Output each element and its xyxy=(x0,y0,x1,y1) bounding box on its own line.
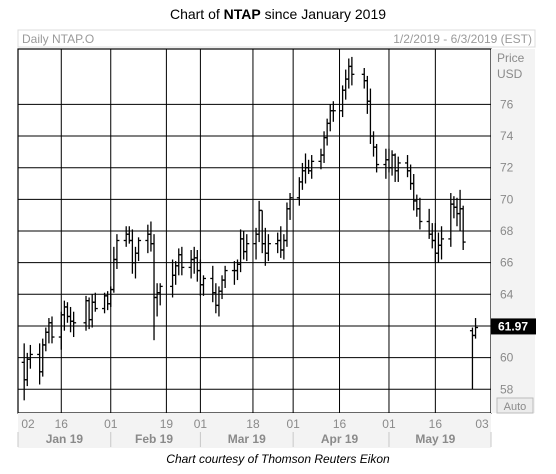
x-tick-label: 03 xyxy=(475,417,489,431)
last-price-badge: 61.97 xyxy=(491,318,536,335)
price-axis-unit: USD xyxy=(497,67,523,81)
price-bar xyxy=(179,246,185,276)
y-tick-label: 58 xyxy=(500,382,514,396)
price-bar xyxy=(374,143,380,173)
y-tick-label: 72 xyxy=(500,161,514,175)
right-axis-panel xyxy=(491,49,535,413)
y-tick-label: 74 xyxy=(500,129,514,143)
month-labels: Jan 19 Feb 19 Mar 19 Apr 19 May 19 xyxy=(17,432,492,447)
month-label: Mar 19 xyxy=(228,432,266,446)
panel-label: Daily NTAP.O xyxy=(22,32,94,46)
x-tick-label: 01 xyxy=(104,417,118,431)
x-tick-label: 16 xyxy=(333,417,347,431)
x-axis-panel xyxy=(18,413,491,448)
price-bar xyxy=(222,265,228,288)
x-axis-ticks: 02 16 01 19 01 18 01 16 01 16 03 xyxy=(21,417,489,431)
y-tick-label: 66 xyxy=(500,256,514,270)
y-tick-label: 68 xyxy=(500,224,514,238)
x-tick-label: 18 xyxy=(246,417,260,431)
last-price-badge-bg xyxy=(491,318,536,335)
price-bar xyxy=(395,156,401,182)
date-range-label: 1/2/2019 - 6/3/2019 (EST) xyxy=(393,32,532,46)
price-bar xyxy=(27,344,33,369)
price-bar xyxy=(92,292,98,312)
x-tick-label: 01 xyxy=(194,417,208,431)
last-price-value: 61.97 xyxy=(498,319,528,333)
chart-footer: Chart courtesy of Thomson Reuters Eikon xyxy=(166,452,390,466)
price-bar xyxy=(309,155,315,179)
price-axis-title: Price xyxy=(497,51,525,65)
top-bar xyxy=(17,29,536,48)
price-bar xyxy=(287,193,293,220)
y-tick-label: 64 xyxy=(500,287,514,301)
price-bar xyxy=(417,197,423,230)
price-bar xyxy=(330,101,336,122)
y-axis-ticks: 58606264666870727476 xyxy=(500,97,514,396)
price-bar xyxy=(244,234,250,262)
y-tick-label: 60 xyxy=(500,351,514,365)
x-tick-label: 16 xyxy=(55,417,69,431)
price-bar xyxy=(349,56,355,86)
chart-title: Chart of NTAP since January 2019 xyxy=(0,6,556,22)
y-tick-label: 76 xyxy=(500,97,514,111)
price-bar xyxy=(473,318,479,339)
price-bar xyxy=(157,283,163,306)
x-tick-label: 02 xyxy=(21,417,35,431)
title-ticker: NTAP xyxy=(223,6,261,22)
month-label: May 19 xyxy=(415,432,455,446)
price-bar xyxy=(71,311,77,338)
auto-button-label: Auto xyxy=(504,401,527,413)
price-bar xyxy=(460,205,466,250)
y-tick-label: 70 xyxy=(500,192,514,206)
month-label: Apr 19 xyxy=(321,432,359,446)
auto-button[interactable] xyxy=(496,397,534,414)
price-bar xyxy=(49,316,55,344)
price-bar xyxy=(439,226,445,260)
x-tick-label: 19 xyxy=(160,417,174,431)
month-label: Jan 19 xyxy=(46,432,84,446)
price-bars xyxy=(21,56,479,401)
price-bar xyxy=(114,234,120,269)
x-tick-label: 01 xyxy=(286,417,300,431)
price-bar xyxy=(265,234,271,262)
title-suffix: since January 2019 xyxy=(260,6,387,22)
x-tick-label: 01 xyxy=(382,417,396,431)
month-label: Feb 19 xyxy=(135,432,173,446)
price-bar xyxy=(200,275,206,296)
title-prefix: Chart of xyxy=(169,6,224,22)
grid-lines xyxy=(18,49,491,413)
price-bar xyxy=(136,237,142,262)
x-tick-label: 16 xyxy=(429,417,443,431)
